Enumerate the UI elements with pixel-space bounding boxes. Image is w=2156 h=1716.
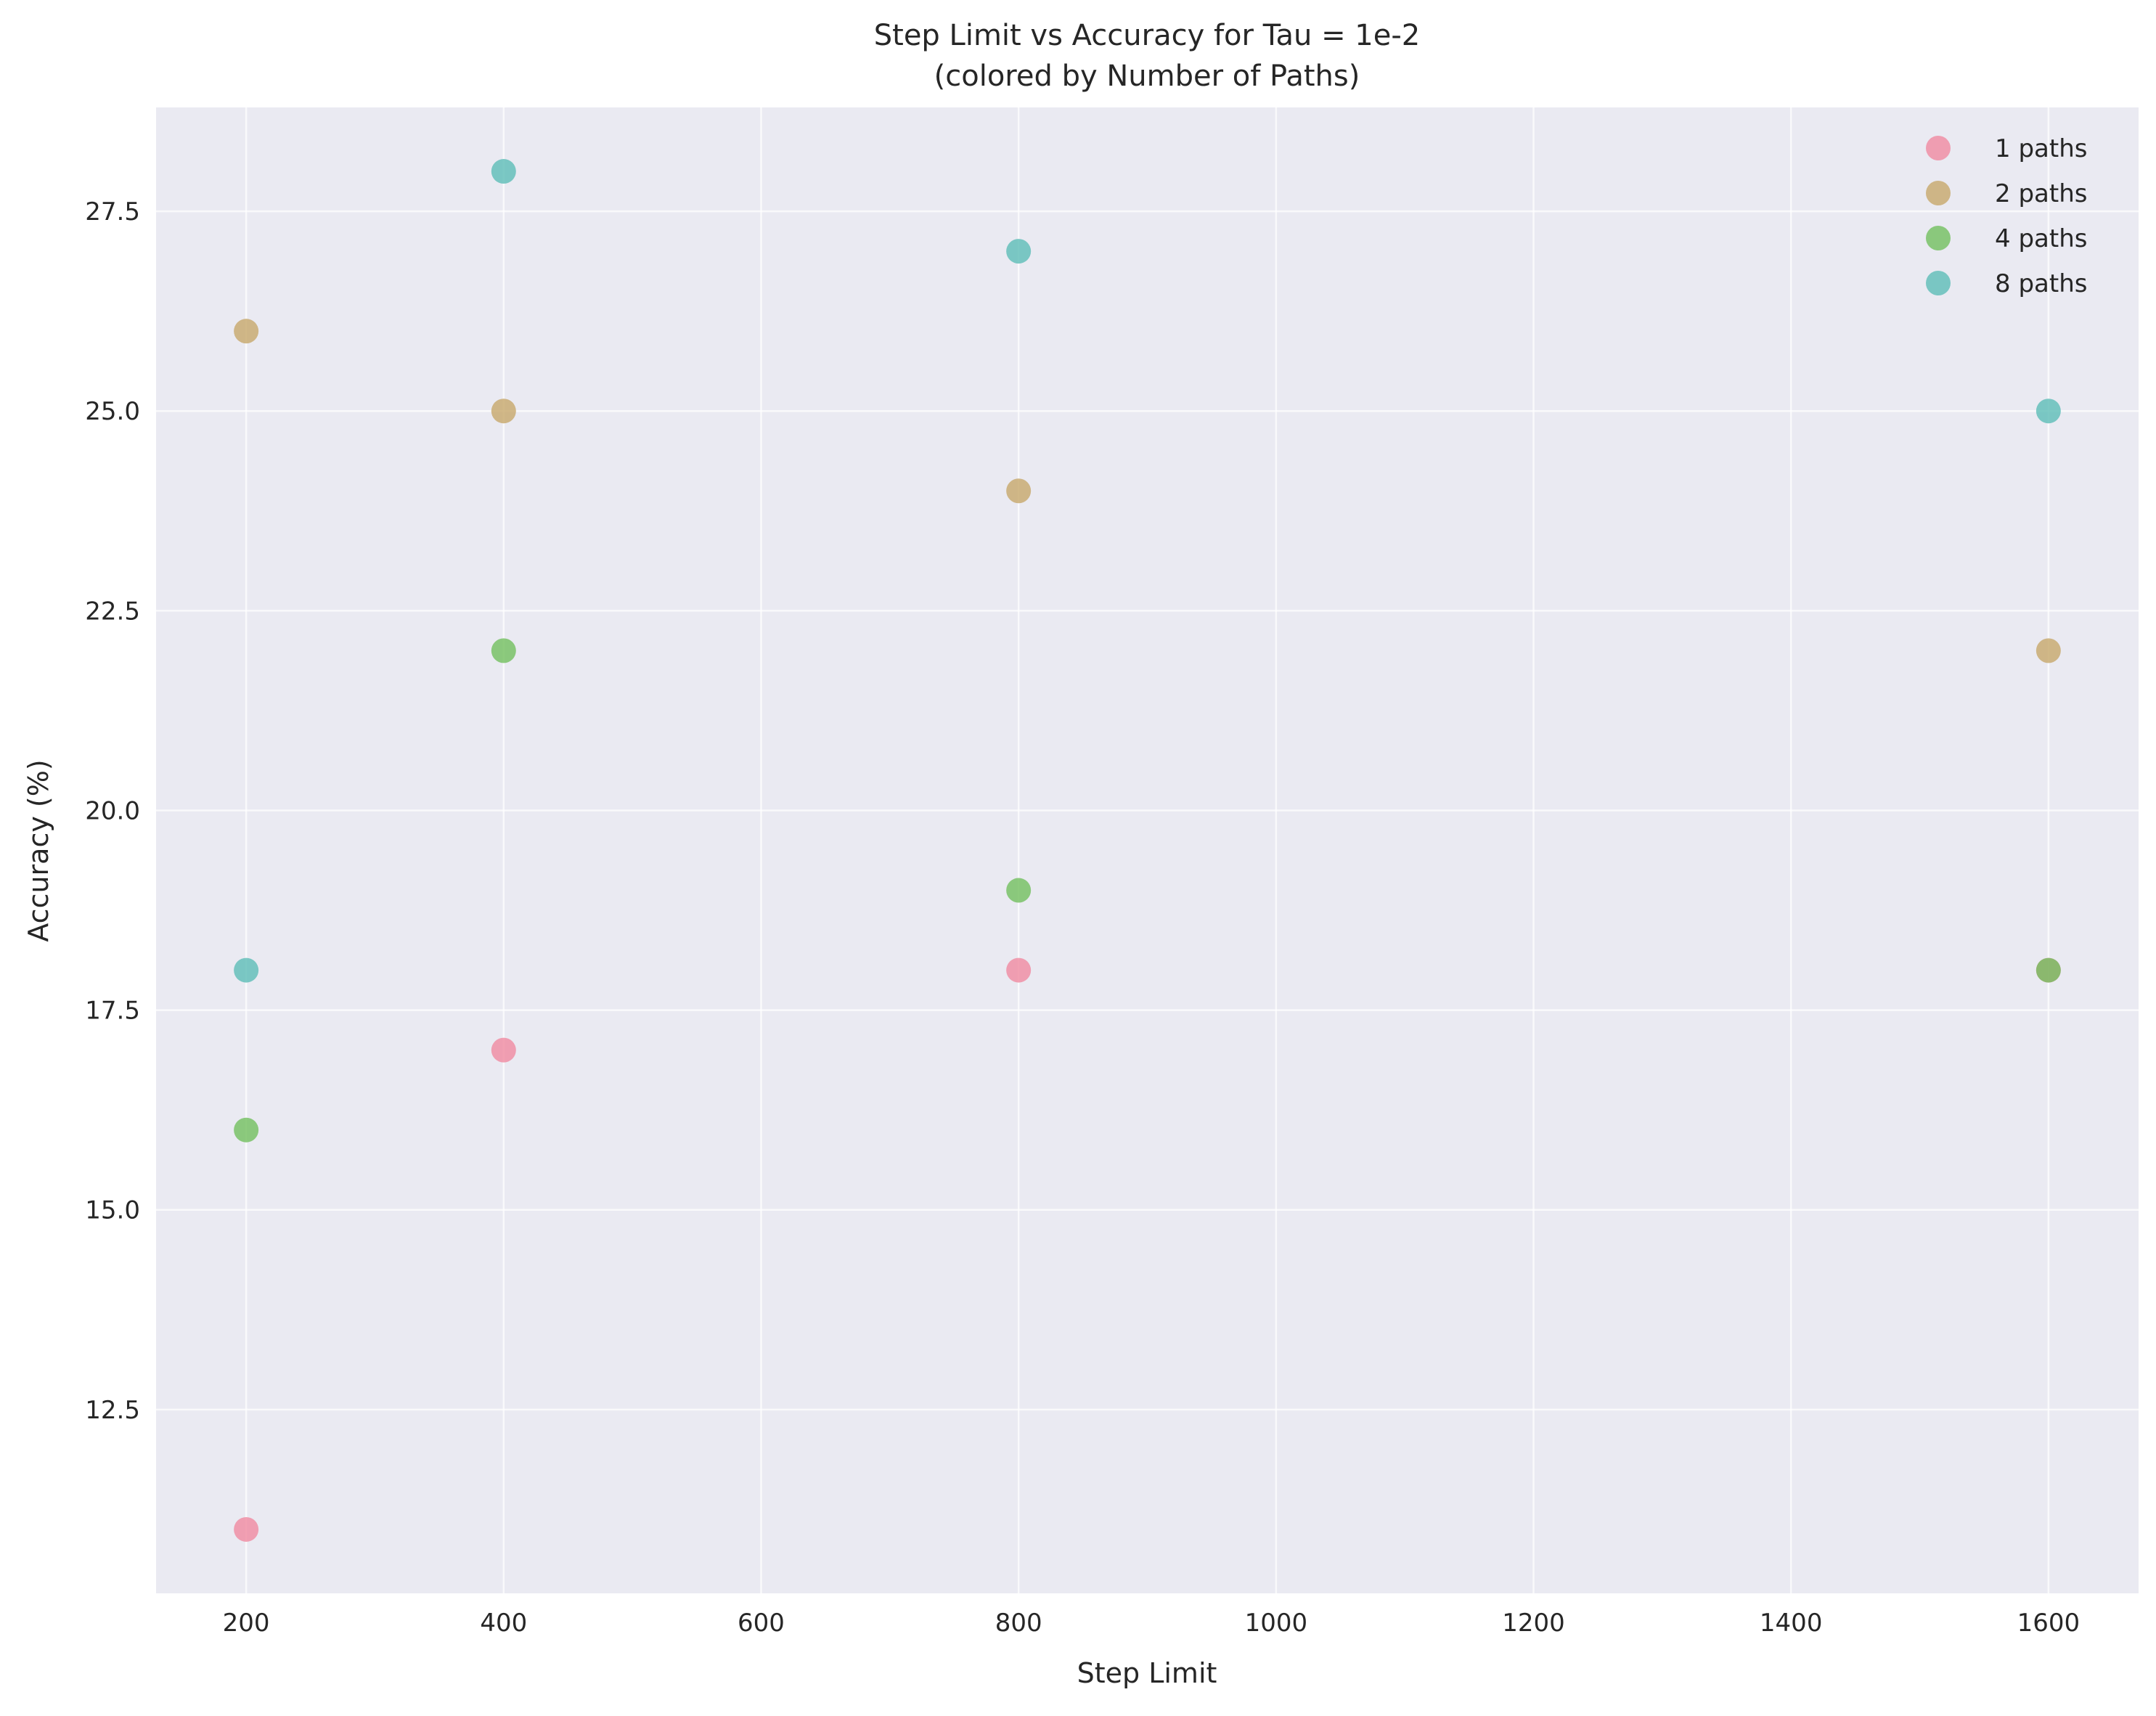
legend-marker-3 bbox=[1926, 226, 1951, 250]
point-series-3 bbox=[491, 638, 516, 663]
legend-marker-2 bbox=[1926, 181, 1951, 205]
y-tick-labels: 12.5 15.0 17.5 20.0 22.5 25.0 27.5 bbox=[85, 197, 140, 1425]
legend-marker-4 bbox=[1926, 271, 1951, 295]
legend-marker-1 bbox=[1926, 136, 1951, 160]
y-grid bbox=[156, 210, 2139, 1411]
x-tick-label: 600 bbox=[738, 1609, 785, 1638]
point-series-2 bbox=[234, 319, 259, 344]
x-axis-label: Step Limit bbox=[1077, 1657, 1217, 1689]
point-series-4 bbox=[234, 957, 259, 983]
legend-label-3: 4 paths bbox=[1995, 224, 2087, 253]
x-tick-label: 1600 bbox=[2017, 1609, 2081, 1638]
y-tick-label: 12.5 bbox=[85, 1396, 140, 1425]
y-tick-label: 25.0 bbox=[85, 397, 140, 426]
x-tick-label: 1000 bbox=[1245, 1609, 1308, 1638]
y-tick-label: 27.5 bbox=[85, 197, 140, 226]
x-tick-label: 200 bbox=[223, 1609, 270, 1638]
point-series-3 bbox=[1006, 878, 1032, 903]
data-points bbox=[234, 159, 2061, 1542]
legend-label-4: 8 paths bbox=[1995, 269, 2087, 298]
y-tick-label: 20.0 bbox=[85, 796, 140, 825]
y-axis-label: Accuracy (%) bbox=[23, 759, 54, 941]
y-tick-label: 17.5 bbox=[85, 997, 140, 1026]
chart-subtitle: (colored by Number of Paths) bbox=[934, 60, 1360, 93]
point-series-2 bbox=[1006, 478, 1032, 504]
legend-label-2: 2 paths bbox=[1995, 179, 2087, 208]
y-tick-label: 22.5 bbox=[85, 597, 140, 626]
point-series-4 bbox=[1006, 239, 1032, 264]
x-grid bbox=[245, 107, 2050, 1593]
plot-background bbox=[156, 107, 2139, 1593]
point-series-1 bbox=[1006, 957, 1032, 983]
point-series-2 bbox=[2035, 638, 2061, 663]
point-series-4 bbox=[2035, 399, 2061, 424]
legend: 1 paths 2 paths 4 paths 8 paths bbox=[1926, 134, 2087, 298]
point-series-1 bbox=[491, 1037, 516, 1063]
point-series-2 bbox=[491, 399, 516, 424]
x-tick-labels: 200 400 600 800 1000 1200 1400 1600 bbox=[223, 1609, 2080, 1638]
y-tick-label: 15.0 bbox=[85, 1196, 140, 1225]
point-series-3 bbox=[234, 1117, 259, 1143]
point-series-3 bbox=[2035, 957, 2061, 983]
legend-label-1: 1 paths bbox=[1995, 134, 2087, 163]
x-tick-label: 1400 bbox=[1760, 1609, 1823, 1638]
chart-title: Step Limit vs Accuracy for Tau = 1e-2 bbox=[874, 19, 1421, 52]
x-tick-label: 400 bbox=[480, 1609, 527, 1638]
point-series-4 bbox=[491, 159, 516, 184]
point-series-1 bbox=[234, 1516, 259, 1542]
x-tick-label: 800 bbox=[995, 1609, 1042, 1638]
x-tick-label: 1200 bbox=[1502, 1609, 1565, 1638]
